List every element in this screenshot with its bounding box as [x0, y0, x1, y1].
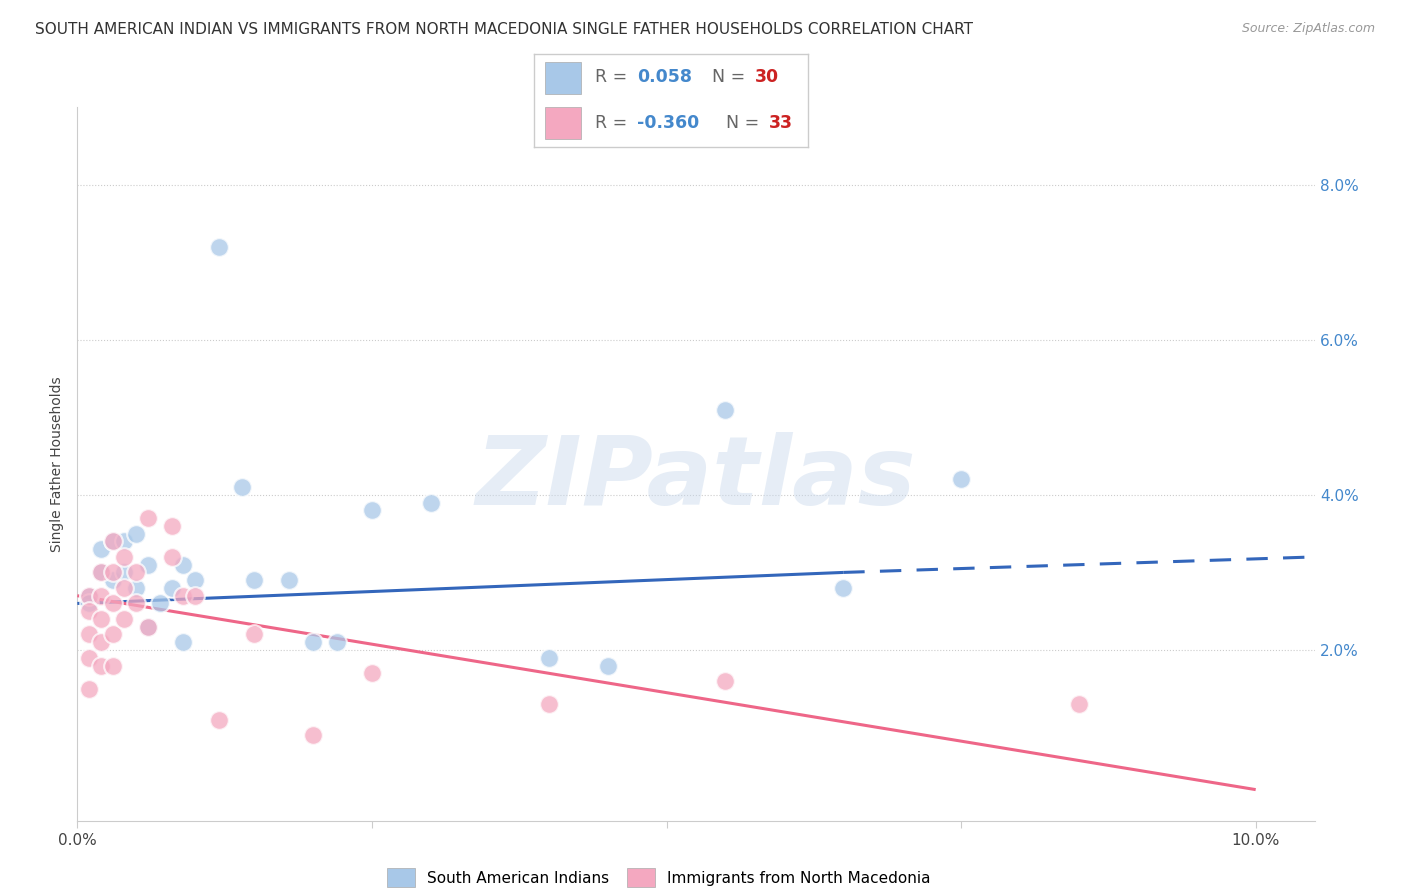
- Point: [125, 526, 148, 541]
- Point: [160, 581, 183, 595]
- Point: [325, 635, 347, 649]
- Y-axis label: Single Father Households: Single Father Households: [51, 376, 65, 551]
- Point: [302, 728, 325, 742]
- Point: [208, 713, 231, 727]
- Point: [101, 627, 124, 641]
- Text: 30: 30: [755, 69, 779, 87]
- Point: [114, 566, 136, 580]
- Point: [90, 635, 112, 649]
- Text: SOUTH AMERICAN INDIAN VS IMMIGRANTS FROM NORTH MACEDONIA SINGLE FATHER HOUSEHOLD: SOUTH AMERICAN INDIAN VS IMMIGRANTS FROM…: [35, 22, 973, 37]
- Point: [184, 573, 207, 587]
- Point: [160, 519, 183, 533]
- Point: [278, 573, 301, 587]
- Point: [172, 558, 194, 572]
- Point: [125, 597, 148, 611]
- Point: [77, 681, 100, 696]
- Point: [243, 627, 266, 641]
- Text: ZIPatlas: ZIPatlas: [475, 432, 917, 524]
- Point: [302, 635, 325, 649]
- Point: [90, 589, 112, 603]
- Point: [596, 658, 619, 673]
- FancyBboxPatch shape: [546, 107, 581, 139]
- Point: [101, 534, 124, 549]
- Text: -0.360: -0.360: [637, 114, 699, 132]
- FancyBboxPatch shape: [546, 62, 581, 94]
- Point: [101, 658, 124, 673]
- Point: [114, 612, 136, 626]
- Point: [90, 542, 112, 557]
- Point: [125, 581, 148, 595]
- Point: [136, 620, 159, 634]
- Point: [243, 573, 266, 587]
- Point: [208, 240, 231, 254]
- Point: [101, 534, 124, 549]
- Point: [231, 480, 253, 494]
- Point: [90, 658, 112, 673]
- Point: [101, 597, 124, 611]
- Point: [361, 503, 384, 517]
- Text: 0.058: 0.058: [637, 69, 692, 87]
- Point: [172, 589, 194, 603]
- Point: [714, 402, 737, 417]
- Text: N =: N =: [713, 69, 751, 87]
- Point: [537, 650, 560, 665]
- Point: [160, 549, 183, 564]
- Point: [136, 511, 159, 525]
- Point: [136, 558, 159, 572]
- Point: [90, 566, 112, 580]
- Text: R =: R =: [595, 114, 633, 132]
- Point: [361, 666, 384, 681]
- Point: [90, 566, 112, 580]
- Point: [77, 589, 100, 603]
- Point: [419, 495, 441, 509]
- Point: [125, 566, 148, 580]
- Point: [90, 612, 112, 626]
- Point: [101, 573, 124, 587]
- Point: [149, 597, 172, 611]
- Point: [832, 581, 855, 595]
- Legend: South American Indians, Immigrants from North Macedonia: South American Indians, Immigrants from …: [380, 860, 938, 892]
- Point: [537, 698, 560, 712]
- Text: N =: N =: [725, 114, 765, 132]
- Point: [77, 604, 100, 618]
- Point: [1067, 698, 1090, 712]
- Point: [184, 589, 207, 603]
- Point: [714, 673, 737, 688]
- Text: Source: ZipAtlas.com: Source: ZipAtlas.com: [1241, 22, 1375, 36]
- Point: [136, 620, 159, 634]
- Point: [114, 549, 136, 564]
- Point: [114, 534, 136, 549]
- Text: R =: R =: [595, 69, 633, 87]
- Point: [77, 627, 100, 641]
- Point: [77, 589, 100, 603]
- Point: [950, 472, 973, 486]
- Point: [114, 581, 136, 595]
- Text: 33: 33: [769, 114, 793, 132]
- Point: [77, 597, 100, 611]
- Point: [77, 650, 100, 665]
- Point: [172, 635, 194, 649]
- Point: [101, 566, 124, 580]
